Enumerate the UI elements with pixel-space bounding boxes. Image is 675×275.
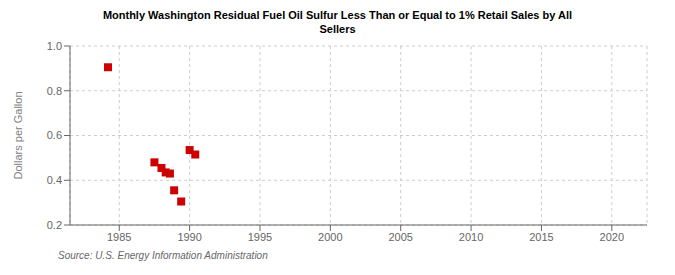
svg-text:2000: 2000 [318,231,342,243]
svg-text:2015: 2015 [529,231,553,243]
svg-text:2010: 2010 [459,231,483,243]
html-text:Monthly Washington Residual Fu: Monthly Washington Residual Fuel Oil Sul… [102,9,573,21]
svg-text:0.8: 0.8 [47,85,62,97]
svg-text:0.4: 0.4 [47,174,62,186]
svg-text:1995: 1995 [248,231,272,243]
html-text:Source: U.S. Energy Informatio: Source: U.S. Energy Information Administ… [58,250,268,261]
svg-text:1985: 1985 [107,231,131,243]
svg-text:1.0: 1.0 [47,40,62,52]
svg-text:Dollars per Gallon: Dollars per Gallon [12,91,24,179]
svg-text:1990: 1990 [177,231,201,243]
svg-text:0.6: 0.6 [47,129,62,141]
svg-text:2020: 2020 [600,231,624,243]
svg-text:2005: 2005 [388,231,412,243]
html-text:Sellers: Sellers [319,23,356,35]
svg-text:0.2: 0.2 [47,219,62,231]
